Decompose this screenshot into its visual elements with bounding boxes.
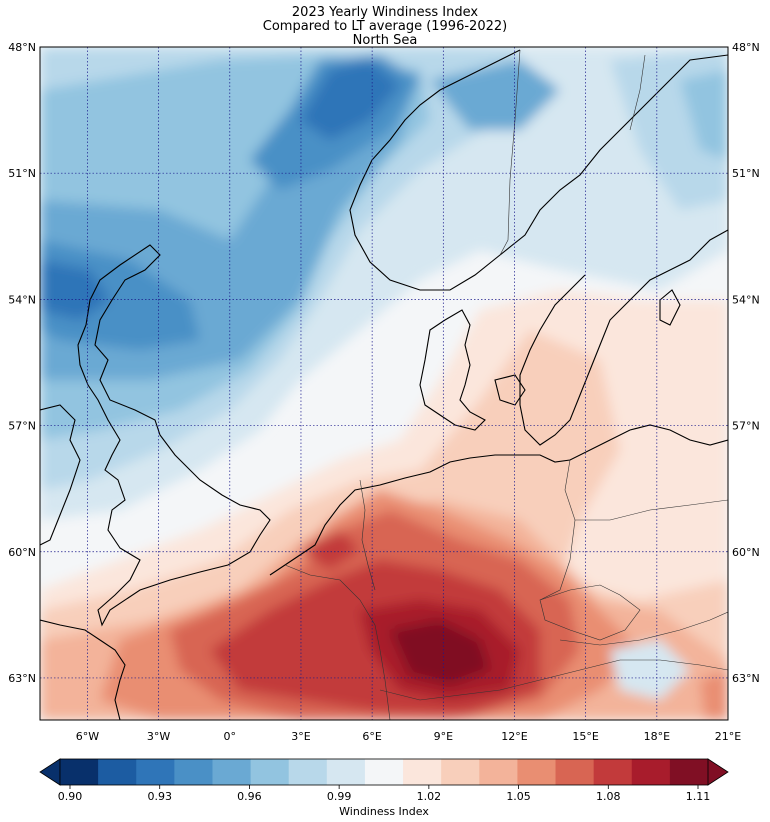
lon-label: 15°E [572,730,598,743]
coast-france-west [40,619,126,720]
field-cool-ne [430,60,560,130]
colorbar-swatch [288,759,328,785]
lon-label: 9°E [434,730,453,743]
colorbar-tick-label: 0.93 [147,790,172,803]
lat-label-left: 63°N [8,672,36,685]
colorbar-frame [59,758,709,786]
colorbar-tick-label: 0.90 [58,790,83,803]
country-borders [284,49,728,720]
field-warm-se [700,670,728,720]
lat-label-left: 51°N [8,167,36,180]
colorbar-swatch [364,759,404,785]
colorbar-label: Windiness Index [339,805,429,818]
lon-label: 21°E [715,730,741,743]
border-czech [539,584,641,641]
border-alps [379,659,728,701]
colorbar-swatch [517,759,557,785]
colorbar-swatch [326,759,366,785]
border-germany-west [359,479,376,591]
colorbar-extend-max [707,758,729,786]
field-cool-alps [610,640,690,700]
gridlines [40,47,728,720]
colorbar-tick-label: 1.02 [417,790,442,803]
axis-labels: 63°N 63°N 60°N 60°N 57°N 57°N 54°N 54°N 51°N 51°N… [8,41,759,743]
colorbar-swatch [174,759,213,785]
colorbar-swatch [250,759,290,785]
lat-label-left: 57°N [8,420,36,433]
lon-label: 6°W [76,730,99,743]
border-norway-sweden [499,49,521,256]
coast-denmark [419,309,486,431]
colorbar-swatch [555,759,595,785]
lon-label: 12°E [501,730,527,743]
lon-label: 0° [224,730,237,743]
colorbar-tick-label: 0.99 [327,790,352,803]
border-poland [575,499,728,521]
colorbar-swatch [136,759,175,785]
coast-ireland [40,404,81,546]
colorbar-extend-min [39,758,61,786]
map-subtitle: Compared to LT average (1996-2022) [262,19,508,34]
field-cool-far-east [680,70,728,160]
field-cool-west [40,260,110,320]
border-germany-east [539,459,576,601]
colorbar-swatch [479,759,518,785]
lat-label-left: 60°N [8,546,36,559]
colorbar-tick-label: 1.05 [506,790,531,803]
colorbar: 0.90 0.93 0.96 0.99 1.02 1.05 1.08 1.11 Windines… [39,758,729,818]
map-frame [39,46,729,721]
coast-gotland [659,289,681,326]
coast-danish-islands [494,374,526,406]
colorbar-swatch [441,759,480,785]
coast-norway [349,49,728,291]
lat-label-right: 48°N [732,41,760,54]
coastlines [40,49,728,720]
colorbar-tick-label: 1.11 [686,790,711,803]
coast-great-britain [77,244,271,627]
map-title: 2023 Yearly Windiness Index [291,5,479,20]
lat-label-right: 57°N [732,420,760,433]
colorbar-swatch [669,759,709,785]
border-france-belgium [284,564,391,720]
coast-sweden [519,229,728,446]
colorbar-swatch [212,759,252,785]
coast-continent [269,424,728,576]
lat-label-left: 48°N [8,41,36,54]
lon-label: 3°E [291,730,310,743]
colorbar-tick-label: 0.96 [237,790,262,803]
field-cool-deep [40,240,200,350]
lat-label-right: 54°N [732,293,760,306]
lat-label-right: 63°N [732,672,760,685]
lat-label-left: 54°N [8,293,36,306]
lat-label-right: 60°N [732,546,760,559]
lon-label: 6°E [362,730,381,743]
colorbar-swatch [98,759,137,785]
colorbar-swatch [631,759,671,785]
colorbar-swatch [593,759,633,785]
field-warm-lowcountries [300,530,360,570]
colorbar-swatch [403,759,442,785]
field-layer [40,47,728,720]
lat-label-right: 51°N [732,167,760,180]
lon-label: 18°E [644,730,670,743]
border-austria [559,611,728,646]
lon-label: 3°W [147,730,170,743]
field-warm-peak [390,620,490,685]
colorbar-swatch [60,759,99,785]
colorbar-tick-label: 1.08 [596,790,621,803]
border-sweden-finland [629,54,646,131]
map-region: North Sea [352,33,418,48]
field-cool-core [300,60,400,140]
